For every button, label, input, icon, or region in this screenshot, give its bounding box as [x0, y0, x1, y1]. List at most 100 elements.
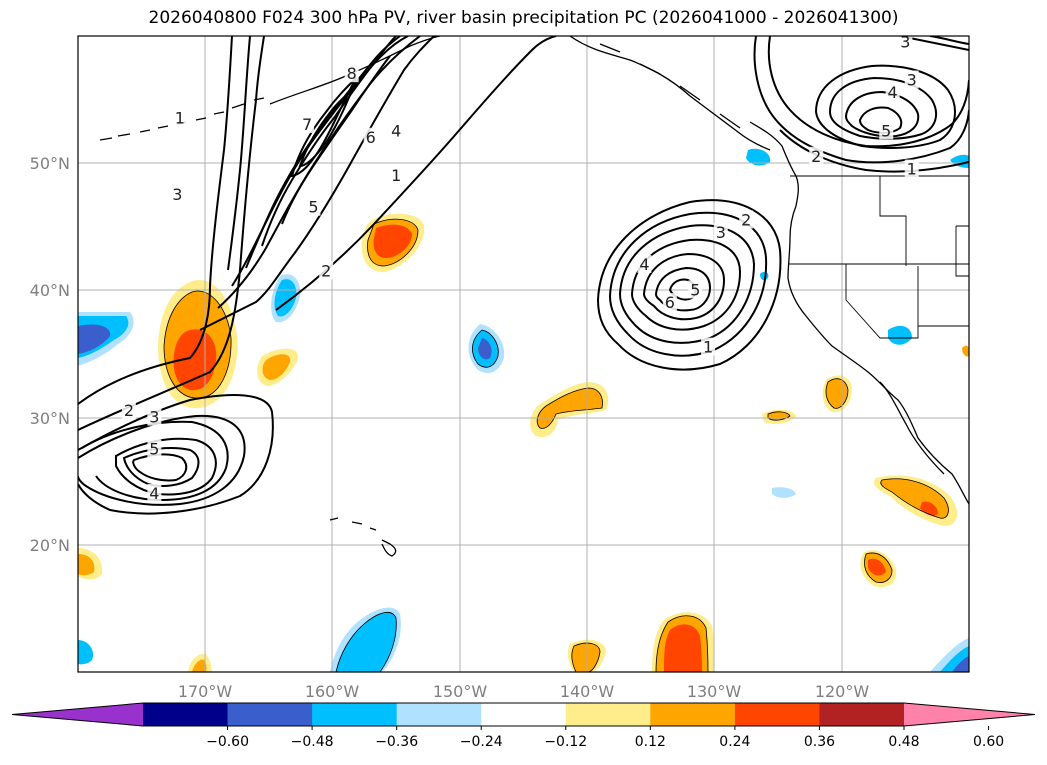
- pv-label-bg: [344, 64, 359, 83]
- pv-label-bg: [688, 280, 703, 299]
- pv-label-bg: [701, 337, 716, 356]
- lon-label-160w: 160°W: [305, 682, 360, 701]
- map-frame: [77, 35, 970, 673]
- lon-label-170w: 170°W: [178, 682, 233, 701]
- pv-contour-label: 8: [347, 64, 357, 83]
- pv-label-bg: [637, 254, 652, 273]
- shading-outlines: [163, 218, 949, 672]
- pv-label-bg: [898, 32, 913, 51]
- colorbar-tick-label: 0.12: [635, 734, 666, 750]
- colorbar-tick-label: 0.60: [973, 734, 1004, 750]
- pv-contour-label: 4: [888, 83, 898, 102]
- lat-label-50: 50°N: [30, 154, 70, 173]
- pv-contour-label: 2: [741, 210, 751, 229]
- negative-anomaly-right-edge-north: [950, 154, 969, 168]
- political-borders: [788, 175, 969, 339]
- pv-contour-label: 5: [308, 198, 318, 217]
- colorbar-segment: [650, 703, 736, 726]
- pv-contour-label: 2: [811, 147, 821, 166]
- lon-label-140w: 140°W: [560, 682, 615, 701]
- negative-anomaly-coast-north: [746, 148, 771, 166]
- colorbar-segment: [734, 703, 820, 726]
- pv-contour-label: 5: [881, 121, 891, 140]
- pv-contour-label: 4: [149, 484, 159, 503]
- lat-tick-labels: 50°N 40°N 30°N 20°N: [30, 154, 70, 555]
- colorbar-outline: [11, 702, 1036, 727]
- colorbar-tick-labels: −0.60 −0.48 −0.36 −0.24 −0.12 0.12 0.24 0.36 0.4…: [206, 726, 1004, 750]
- pv-label-bg: [121, 401, 136, 420]
- pv-label-bg: [389, 165, 404, 184]
- pv-label-bg: [879, 121, 894, 140]
- pv-contour-label: 5: [690, 280, 700, 299]
- pv-contour-label: 3: [900, 32, 910, 51]
- pv-label-bg: [172, 108, 187, 127]
- colorbar-extend-high: [904, 703, 1035, 726]
- pv-contour-label: 3: [907, 71, 917, 90]
- negative-anomaly-south: [330, 607, 401, 672]
- lon-tick-labels: 170°W 160°W 150°W 140°W 130°W 120°W: [178, 682, 870, 701]
- pv-label-bg: [170, 185, 185, 203]
- negative-anomaly-bottom-right: [930, 638, 969, 672]
- pv-label-bg: [809, 146, 824, 165]
- pv-contour-label: 2: [321, 261, 331, 280]
- colorbar: [11, 702, 1036, 727]
- lat-label-20: 20°N: [30, 536, 70, 555]
- lon-label-130w: 130°W: [687, 682, 742, 701]
- pv-label-bg: [739, 210, 754, 229]
- colorbar-segment: [312, 703, 398, 726]
- pv-contour-label: 4: [391, 121, 401, 140]
- positive-anomaly-central-north: [361, 213, 425, 272]
- colorbar-tick-label: −0.24: [460, 734, 503, 750]
- map-title: 2026040800 F024 300 hPa PV, river basin …: [148, 8, 899, 28]
- pv-label-bg: [300, 115, 315, 134]
- pv-label-bg: [904, 159, 919, 178]
- colorbar-tick-label: −0.48: [291, 734, 334, 750]
- pv-label-bg: [885, 83, 900, 102]
- pv-contour-label: 3: [716, 223, 726, 242]
- colorbar-segment: [565, 703, 651, 726]
- pv-contour-label: 2: [124, 401, 134, 420]
- negative-anomaly-central: [468, 324, 505, 374]
- pv-contour-label: 1: [907, 160, 917, 179]
- negative-anomaly-west: [78, 312, 134, 366]
- colorbar-tick-label: 0.48: [888, 734, 919, 750]
- colorbar-tick-label: −0.12: [544, 734, 587, 750]
- positive-anomaly-pacific-south-east: [860, 550, 897, 588]
- pv-contour-label: 1: [703, 338, 713, 357]
- colorbar-extend-low: [12, 703, 143, 726]
- precipitation-shading: [78, 148, 969, 672]
- colorbar-segment: [396, 703, 482, 726]
- pv-contour-label: 7: [302, 115, 312, 134]
- colorbar-segment: [819, 703, 905, 726]
- colorbar-segment: [481, 703, 567, 726]
- lon-label-120w: 120°W: [815, 682, 870, 701]
- colorbar-segment: [227, 703, 313, 726]
- positive-anomaly-small-1: [257, 348, 299, 386]
- pv-label-bg: [904, 70, 919, 89]
- pv-label-bg: [389, 121, 404, 140]
- colorbar-tick-label: −0.36: [375, 734, 418, 750]
- negative-anomaly-coast-mid: [888, 325, 912, 345]
- pv-contours: [78, 36, 969, 515]
- positive-anomaly-right-edge: [962, 345, 969, 357]
- pv-label-bg: [363, 127, 378, 146]
- negative-anomaly-bottom-left: [78, 640, 94, 665]
- lon-label-150w: 150°W: [433, 682, 488, 701]
- negative-anomaly-small-east: [772, 487, 796, 498]
- pv-contour-label: 4: [639, 255, 649, 274]
- lat-label-30: 30°N: [30, 409, 70, 428]
- colorbar-segment: [143, 703, 229, 726]
- pv-label-bg: [147, 407, 162, 426]
- pv-contour-label: 6: [366, 128, 376, 147]
- pv-contour-label: 3: [172, 185, 182, 204]
- colorbar-tick-label: 0.24: [719, 734, 750, 750]
- pv-label-bg: [662, 293, 677, 312]
- pv-contour-label: 5: [149, 439, 159, 458]
- pv-label-bg: [147, 483, 162, 502]
- pv-label-bg: [713, 223, 728, 242]
- pv-contour-label: 3: [149, 408, 159, 427]
- positive-anomaly-mexico: [873, 475, 958, 526]
- pv-label-bg: [306, 197, 321, 216]
